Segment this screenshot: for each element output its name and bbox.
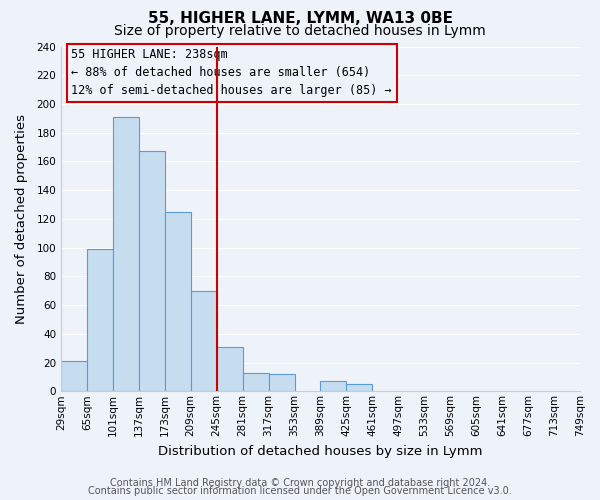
Bar: [139, 152, 165, 392]
Bar: [269, 374, 295, 392]
Bar: [87, 249, 113, 392]
Text: Contains HM Land Registry data © Crown copyright and database right 2024.: Contains HM Land Registry data © Crown c…: [110, 478, 490, 488]
Bar: [320, 381, 346, 392]
Bar: [242, 372, 269, 392]
Bar: [191, 290, 217, 392]
Text: 55, HIGHER LANE, LYMM, WA13 0BE: 55, HIGHER LANE, LYMM, WA13 0BE: [148, 11, 452, 26]
Bar: [61, 361, 87, 392]
X-axis label: Distribution of detached houses by size in Lymm: Distribution of detached houses by size …: [158, 444, 483, 458]
Y-axis label: Number of detached properties: Number of detached properties: [15, 114, 28, 324]
Text: Contains public sector information licensed under the Open Government Licence v3: Contains public sector information licen…: [88, 486, 512, 496]
Bar: [346, 384, 373, 392]
Text: Size of property relative to detached houses in Lymm: Size of property relative to detached ho…: [114, 24, 486, 38]
Bar: [113, 117, 139, 392]
Bar: [217, 346, 242, 392]
Text: 55 HIGHER LANE: 238sqm
← 88% of detached houses are smaller (654)
12% of semi-de: 55 HIGHER LANE: 238sqm ← 88% of detached…: [71, 48, 392, 97]
Bar: [165, 212, 191, 392]
